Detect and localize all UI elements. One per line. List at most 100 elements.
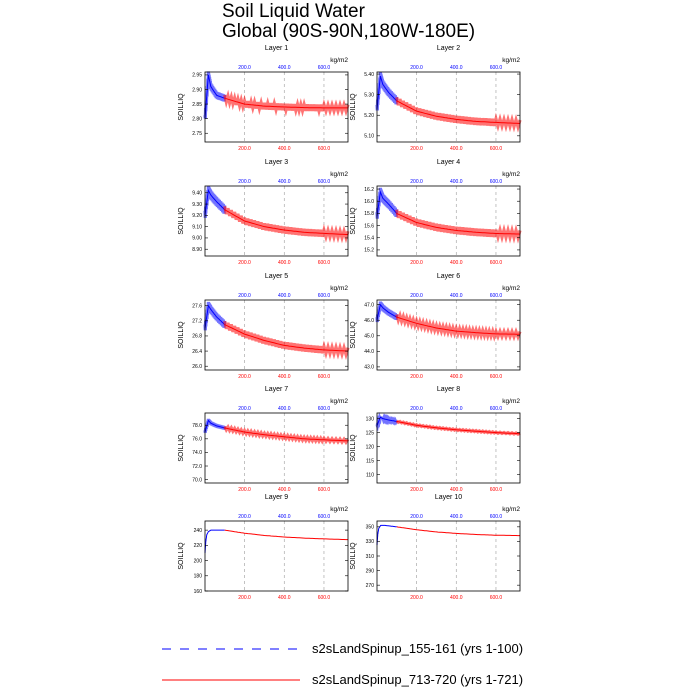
panel-1-ytick-label-1: 2.75 (192, 131, 202, 137)
panel-4-ytick-label-4: 15.8 (364, 211, 374, 217)
panel-3-frame (204, 185, 349, 257)
panel-7-units: kg/m2 (330, 398, 348, 405)
panel-1-ytick-label-2: 2.80 (192, 116, 202, 122)
panel-4-ytick-label-2: 15.4 (364, 236, 374, 242)
panel-2-series-red-band (395, 96, 522, 133)
panel-9-ytick-label-5: 240 (194, 528, 203, 534)
panel-10-xtick-top-2: 400.0 (450, 514, 463, 520)
panel-4-frame (376, 185, 521, 257)
panel-10-ytick-label-2: 290 (366, 568, 375, 574)
panel-9-xtick-bottom-1: 200.0 (238, 595, 251, 601)
panel-8-ylabel: SOILLIQ (350, 434, 357, 462)
panel-10-xtick-bottom-3: 600.0 (490, 595, 503, 601)
panel-1-xtick-top-1: 200.0 (238, 65, 251, 71)
panel-10-ytick-label-4: 330 (366, 539, 375, 545)
panel-1-title: Layer 1 (265, 45, 288, 52)
page-subtitle: Global (90S-90N,180W-180E) (222, 21, 476, 42)
panel-2-xtick-top-2: 400.0 (450, 65, 463, 71)
panel-8-ytick-label-3: 120 (366, 444, 375, 450)
panel-9-ylabel: SOILLIQ (178, 542, 185, 570)
panel-8-xtick-top-1: 200.0 (410, 406, 423, 412)
panel-5-xtick-top-2: 400.0 (278, 293, 291, 299)
panel-2-series-blue (376, 75, 398, 110)
panel-2-frame (376, 71, 521, 143)
panel-6-xtick-bottom-2: 400.0 (450, 374, 463, 380)
panel-6-ytick-label-1: 43.0 (364, 365, 374, 371)
panel-1-ytick-label-5: 2.95 (192, 73, 202, 79)
panel-5-series-blue (204, 304, 226, 329)
panel-3-ytick-label-4: 9.20 (192, 213, 202, 219)
panel-6-units: kg/m2 (502, 285, 520, 292)
panel-2-ytick-label-1: 5.10 (364, 134, 374, 140)
panel-10-ytick-label-5: 350 (366, 525, 375, 531)
panel-7-frame (204, 412, 349, 484)
panel-7-xtick-top-1: 200.0 (238, 406, 251, 412)
panel-7-ytick-label-3: 74.0 (192, 450, 202, 456)
panel-6-ylabel: SOILLIQ (350, 321, 357, 349)
panel-6-xtick-bottom-3: 600.0 (490, 374, 503, 380)
panel-2-xtick-top-1: 200.0 (410, 65, 423, 71)
legend-label-2: s2sLandSpinup_713-720 (yrs 1-721) (312, 672, 524, 687)
panel-5-series-red-band (223, 320, 350, 361)
panel-3-ytick-label-6: 9.40 (192, 191, 202, 197)
panel-5-ytick-label-1: 26.0 (192, 364, 202, 370)
panel-8-series-blue (376, 416, 397, 426)
panel-2-xtick-bottom-3: 600.0 (490, 146, 503, 152)
panel-9-xtick-bottom-3: 600.0 (318, 595, 331, 601)
panel-4-ytick-label-6: 16.2 (364, 187, 374, 193)
panel-2-units: kg/m2 (502, 57, 520, 64)
panel-4-xtick-bottom-3: 600.0 (490, 260, 503, 266)
panel-1-ylabel: SOILLIQ (178, 93, 185, 121)
panel-3-xtick-top-3: 600.0 (318, 179, 331, 185)
panel-5-ytick-label-3: 26.8 (192, 334, 202, 340)
panel-6-ytick-label-2: 44.0 (364, 349, 374, 355)
panel-7-ytick-label-4: 76.0 (192, 437, 202, 443)
panel-4-xtick-top-1: 200.0 (410, 179, 423, 185)
panel-10-units: kg/m2 (502, 506, 520, 513)
panel-1-units: kg/m2 (330, 57, 348, 64)
panel-8-series-red (396, 420, 521, 435)
legend-label-1: s2sLandSpinup_155-161 (yrs 1-100) (312, 641, 524, 656)
panel-3-units: kg/m2 (330, 171, 348, 178)
panel-10-ytick-label-3: 310 (366, 554, 375, 560)
panel-6-ytick-label-4: 46.0 (364, 318, 374, 324)
panel-2-xtick-top-3: 600.0 (490, 65, 503, 71)
panel-5-frame (204, 299, 349, 371)
panel-4-series-red (396, 212, 521, 235)
panel-5-xtick-bottom-1: 200.0 (238, 374, 251, 380)
panel-2-ytick-label-4: 5.40 (364, 72, 374, 78)
panel-4-xtick-bottom-2: 400.0 (450, 260, 463, 266)
panel-4-ytick-label-3: 15.6 (364, 223, 374, 229)
panel-7-xtick-top-3: 600.0 (318, 406, 331, 412)
panel-10-title: Layer 10 (435, 494, 462, 501)
panel-6-title: Layer 6 (437, 273, 460, 280)
panel-5-units: kg/m2 (330, 285, 348, 292)
panel-2-xtick-bottom-2: 400.0 (450, 146, 463, 152)
panel-7-xtick-bottom-2: 400.0 (278, 487, 291, 493)
panel-8-xtick-top-2: 400.0 (450, 406, 463, 412)
panel-7-ytick-label-5: 78.0 (192, 423, 202, 429)
panel-9-ytick-label-1: 160 (194, 589, 203, 595)
panel-6-series-red-band (395, 310, 522, 342)
panel-5-ytick-label-4: 27.2 (192, 319, 202, 325)
panel-3-ylabel: SOILLIQ (178, 207, 185, 235)
panel-1-xtick-top-2: 400.0 (278, 65, 291, 71)
panel-3-xtick-bottom-3: 600.0 (318, 260, 331, 266)
panel-3-series-red-band (223, 205, 350, 244)
panel-3-series-red (224, 209, 348, 235)
panel-5-xtick-top-3: 600.0 (318, 293, 331, 299)
panel-8-ytick-label-4: 125 (366, 430, 375, 436)
panel-8-title: Layer 8 (437, 386, 460, 393)
panel-4-ylabel: SOILLIQ (350, 207, 357, 235)
panel-9-xtick-top-3: 600.0 (318, 514, 331, 520)
panel-8-ytick-label-1: 110 (366, 472, 374, 478)
panel-9-series-red (224, 529, 348, 541)
panel-4-series-red-band (395, 209, 522, 244)
panel-10-xtick-top-1: 200.0 (410, 514, 423, 520)
panel-9-frame (204, 520, 349, 592)
panel-7-xtick-top-2: 400.0 (278, 406, 291, 412)
panel-9-xtick-top-2: 400.0 (278, 514, 291, 520)
panel-8-xtick-bottom-3: 600.0 (490, 487, 503, 493)
panel-1-ytick-label-3: 2.85 (192, 102, 202, 108)
